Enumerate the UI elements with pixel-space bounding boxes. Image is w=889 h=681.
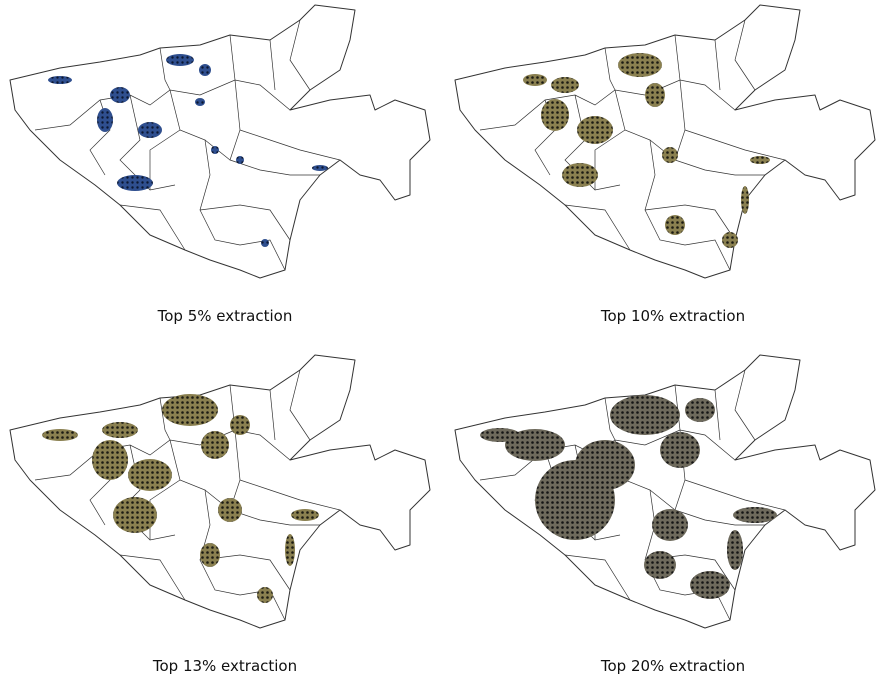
map-panel <box>454 354 876 629</box>
caption: Top 13% extraction <box>152 657 297 675</box>
map-panel <box>9 354 431 629</box>
caption: Top 5% extraction <box>157 307 293 325</box>
map-panel <box>9 4 431 279</box>
map-panel <box>454 4 876 279</box>
caption: Top 10% extraction <box>600 307 745 325</box>
caption: Top 20% extraction <box>600 657 745 675</box>
